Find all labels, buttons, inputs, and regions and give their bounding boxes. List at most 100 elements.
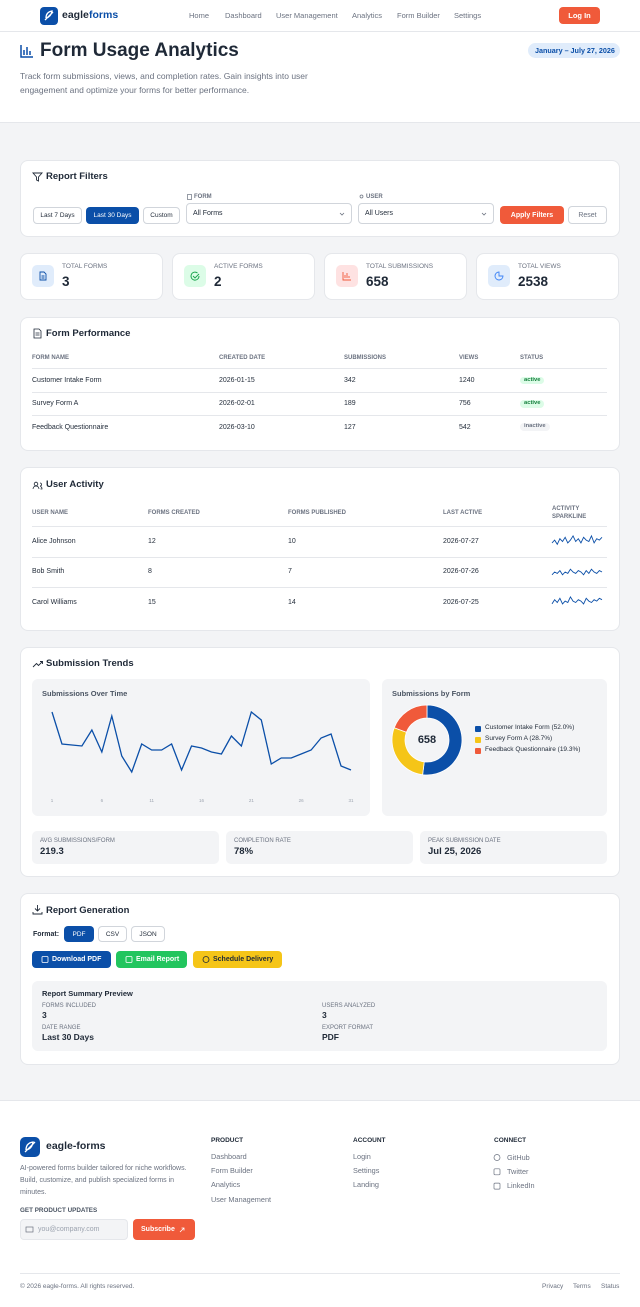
cell: 2026-02-01 — [219, 400, 255, 408]
cell: Alice Johnson — [32, 537, 76, 545]
cell: Bob Smith — [32, 568, 65, 576]
select[interactable] — [186, 203, 352, 224]
legend-swatch — [475, 736, 481, 743]
footer-link[interactable]: LinkedIn — [507, 1181, 535, 1191]
login-button[interactable]: Log In — [559, 7, 600, 24]
cell: 1240 — [459, 376, 475, 384]
select-value: All Users — [365, 210, 394, 218]
action-label[interactable]: Email Report — [136, 955, 180, 963]
cell: Feedback Questionnaire — [32, 423, 109, 431]
action-button[interactable] — [32, 951, 111, 968]
metric-box — [420, 831, 607, 864]
select[interactable] — [358, 203, 494, 224]
section-title: Form Performance — [46, 327, 131, 339]
legend-value: 28.7% — [531, 735, 551, 743]
nav-link[interactable]: Settings — [454, 11, 482, 21]
stat-label: TOTAL VIEWS — [518, 262, 561, 270]
footer-link[interactable]: Dashboard — [211, 1151, 247, 1161]
range-button[interactable]: Last 7 Days — [33, 207, 82, 224]
nav-link[interactable]: User Management — [276, 11, 338, 21]
action-button[interactable] — [193, 951, 282, 968]
metric-value: 78% — [234, 846, 254, 858]
cell: 2026-07-25 — [443, 598, 479, 606]
legend-value: 52.0% — [553, 724, 573, 732]
section-title: Report Filters — [46, 170, 108, 182]
section-title: Submission Trends — [46, 657, 134, 669]
cell: 2026-07-27 — [443, 537, 479, 545]
action-label[interactable]: Download PDF — [52, 955, 102, 963]
email-input[interactable] — [20, 1219, 128, 1240]
select-value: All Forms — [193, 210, 223, 218]
email-placeholder: you@company.com — [38, 1225, 100, 1233]
footer-link[interactable]: Analytics — [211, 1180, 241, 1190]
metric-box — [32, 831, 219, 864]
date-pill — [528, 43, 620, 58]
column-header: SUBMISSIONS — [344, 354, 387, 361]
row-line — [32, 392, 607, 393]
cell: 7 — [288, 568, 292, 576]
brand: forms — [89, 9, 119, 22]
stat-label: TOTAL SUBMISSIONS — [366, 262, 434, 270]
footer-link[interactable]: Form Builder — [211, 1166, 253, 1176]
stat-card — [20, 253, 163, 300]
row-line — [32, 587, 607, 588]
stat-icon — [184, 265, 206, 287]
row-line — [32, 526, 607, 527]
column-header: CREATED DATE — [219, 354, 266, 361]
legend-label: Feedback Questionnaire — [485, 746, 556, 754]
status-badge: active — [520, 400, 545, 408]
footer-link[interactable]: Landing — [353, 1180, 379, 1190]
footer-link[interactable]: GitHub — [507, 1152, 530, 1162]
footer-link[interactable]: Twitter — [507, 1167, 529, 1177]
legal-link[interactable]: Terms — [573, 1283, 591, 1291]
range-button[interactable]: Custom — [143, 207, 180, 224]
filter-label: USER — [366, 193, 383, 200]
legal-link[interactable]: Status — [601, 1283, 620, 1291]
legend-swatch — [475, 747, 481, 754]
action-button[interactable] — [116, 951, 187, 968]
x-tick-label: 6 — [100, 798, 104, 804]
x-tick-label: 21 — [248, 798, 254, 804]
preview-label: EXPORT FORMAT — [322, 1025, 374, 1032]
column-header: LAST ACTIVE — [443, 509, 483, 516]
stat-icon — [32, 265, 54, 287]
donut-center: 658 — [417, 734, 437, 747]
stat-value: 2 — [214, 273, 222, 289]
format-button[interactable]: PDF — [64, 926, 94, 942]
footer-link[interactable]: Settings — [353, 1166, 380, 1176]
row-line — [32, 556, 607, 558]
tagline: AI-powered forms builder tailored for ni… — [20, 1165, 187, 1196]
action-label[interactable]: Schedule Delivery — [213, 955, 274, 963]
cell: 15 — [148, 598, 156, 606]
format-button[interactable]: JSON — [131, 926, 165, 942]
apply-button[interactable]: Apply Filters — [500, 206, 564, 224]
nav-link[interactable]: Dashboard — [225, 11, 262, 21]
filter-label: FORM — [194, 193, 212, 200]
stat-label: TOTAL FORMS — [62, 262, 108, 270]
x-tick-label: 16 — [198, 798, 204, 804]
footer-link[interactable]: Login — [353, 1151, 371, 1161]
footer-column-title: PRODUCT — [211, 1137, 244, 1145]
x-tick-label: 26 — [298, 798, 304, 804]
nav-link[interactable]: Home — [189, 11, 210, 21]
format-label: Format: — [33, 930, 60, 938]
subscribe-button[interactable] — [133, 1219, 195, 1240]
description: Track form submissions, views, and compl… — [20, 71, 308, 95]
format-button[interactable]: CSV — [98, 926, 127, 942]
nav-link[interactable]: Analytics — [352, 11, 383, 21]
legend-entry: Survey Form A (28.7%) — [485, 735, 553, 743]
subscribe-label[interactable]: Subscribe — [141, 1225, 175, 1233]
legal-link[interactable]: Privacy — [542, 1283, 564, 1291]
legend-value: 19.3% — [559, 746, 579, 754]
footer-link[interactable]: User Management — [211, 1194, 272, 1204]
nav-link[interactable]: Form Builder — [397, 11, 440, 21]
footer-logo — [20, 1137, 40, 1157]
cell: Carol Williams — [32, 598, 77, 606]
cell: 12 — [148, 537, 156, 545]
reset-button[interactable]: Reset — [568, 206, 607, 224]
range-button[interactable]: Last 30 Days — [86, 207, 139, 224]
section-title: User Activity — [46, 478, 104, 490]
preview-value: Last 30 Days — [42, 1031, 94, 1042]
preview-value: 3 — [322, 1009, 327, 1020]
